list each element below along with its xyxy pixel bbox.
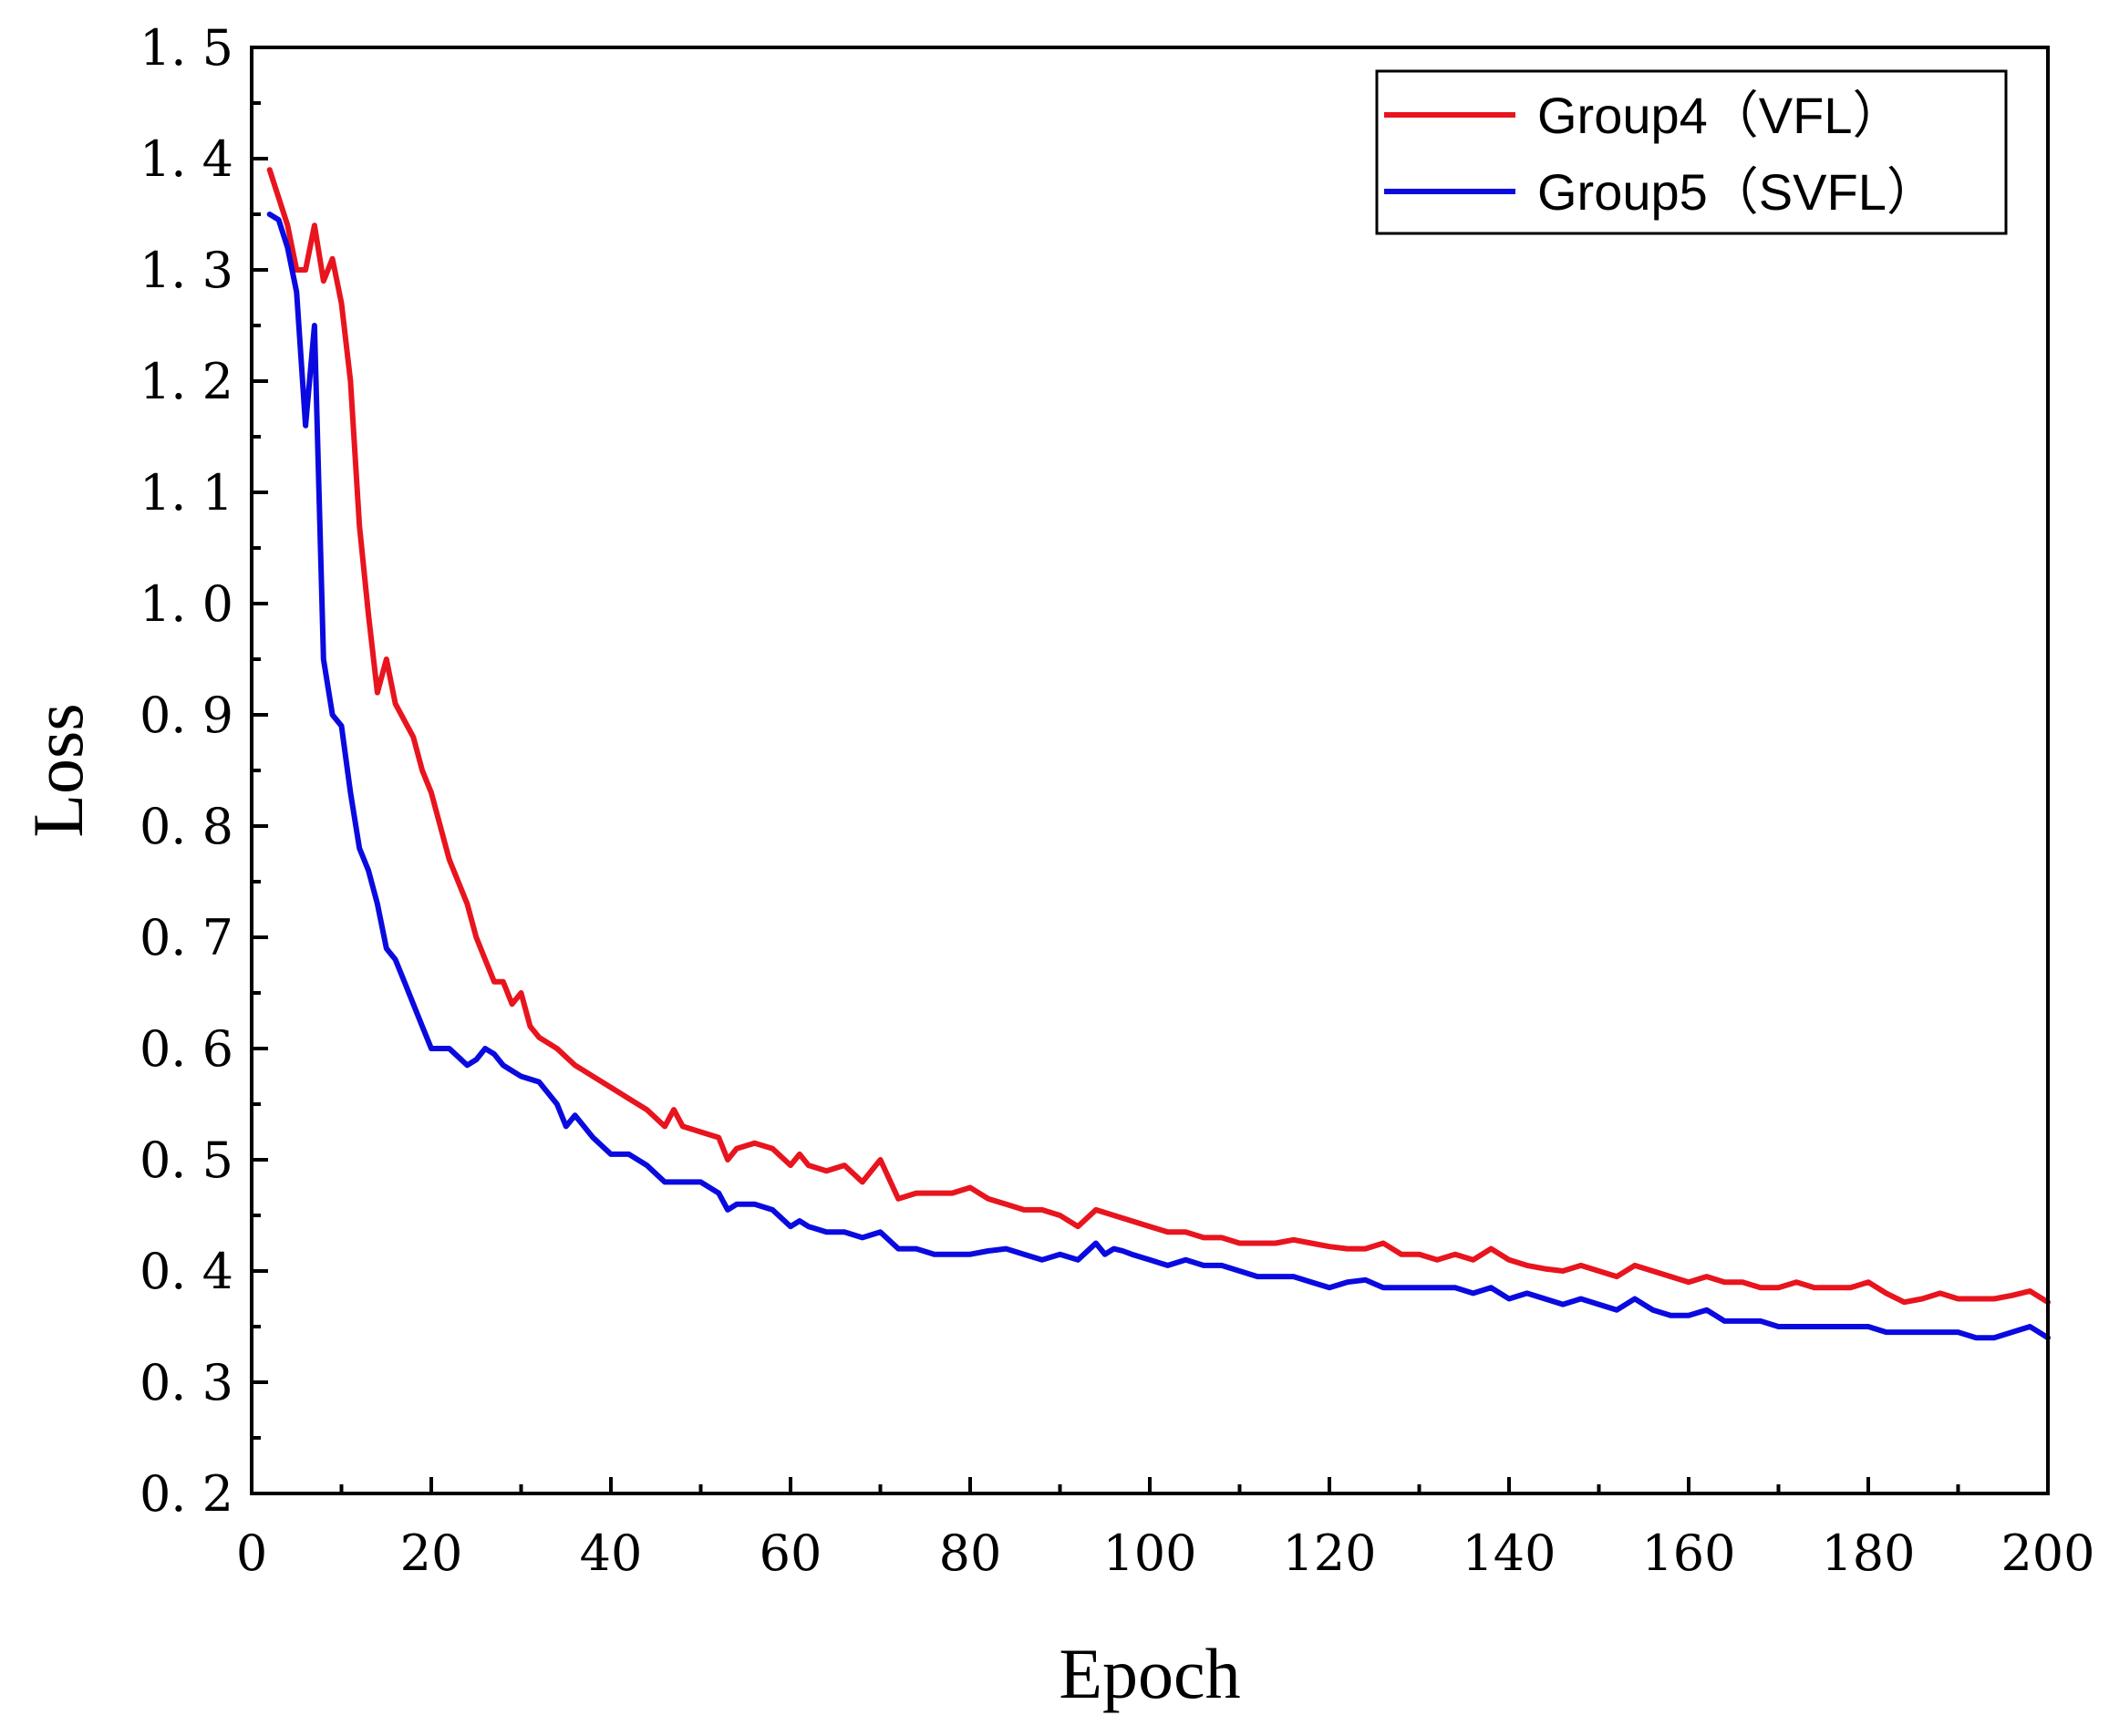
tick-labels: 0 20 40 60 80 100 120 140 160 180 200 0. 2 0. 3 0. 4 0… (140, 19, 2095, 1582)
y-tick-label: 1. 1 (140, 464, 233, 522)
x-tick-label: 180 (1821, 1524, 1915, 1582)
y-tick-label: 0. 4 (140, 1243, 233, 1300)
y-tick-label: 1. 4 (140, 130, 233, 188)
x-tick-label: 80 (939, 1524, 1002, 1582)
y-tick-label: 0. 2 (140, 1465, 233, 1523)
legend-box (1375, 69, 2008, 235)
y-tick-label: 1. 5 (140, 19, 233, 77)
y-tick-label: 0. 7 (140, 909, 233, 966)
x-tick-label: 200 (2000, 1524, 2094, 1582)
y-tick-label: 0. 8 (140, 798, 233, 855)
axis-ticks (250, 46, 2050, 1495)
x-tick-label: 100 (1102, 1524, 1196, 1582)
x-tick-label: 40 (580, 1524, 643, 1582)
x-tick-label: 140 (1462, 1524, 1556, 1582)
y-axis-title: Loss (18, 703, 98, 837)
series-line-group5 (266, 212, 2051, 1341)
y-tick-label: 0. 6 (140, 1020, 233, 1078)
y-tick-label: 1. 3 (140, 242, 233, 299)
legend-label-group5: Group5（SVFL） (1537, 163, 1938, 221)
y-tick-label: 1. 0 (140, 575, 233, 633)
legend-label-group4: Group4（VFL） (1537, 87, 1904, 144)
y-tick-label: 1. 2 (140, 353, 233, 410)
x-axis-title: Epoch (1059, 1634, 1240, 1713)
x-tick-label: 60 (760, 1524, 822, 1582)
y-tick-label: 0. 9 (140, 687, 233, 744)
x-tick-label: 0 (236, 1524, 267, 1582)
x-tick-label: 160 (1641, 1524, 1735, 1582)
x-tick-label: 20 (400, 1524, 463, 1582)
series-lines (266, 167, 2051, 1341)
legend: Group4（VFL） Group5（SVFL） (1375, 69, 2008, 235)
y-tick-label: 0. 5 (140, 1132, 233, 1189)
series-line-group4 (266, 167, 2051, 1306)
y-tick-label: 0. 3 (140, 1354, 233, 1411)
x-tick-label: 120 (1282, 1524, 1376, 1582)
